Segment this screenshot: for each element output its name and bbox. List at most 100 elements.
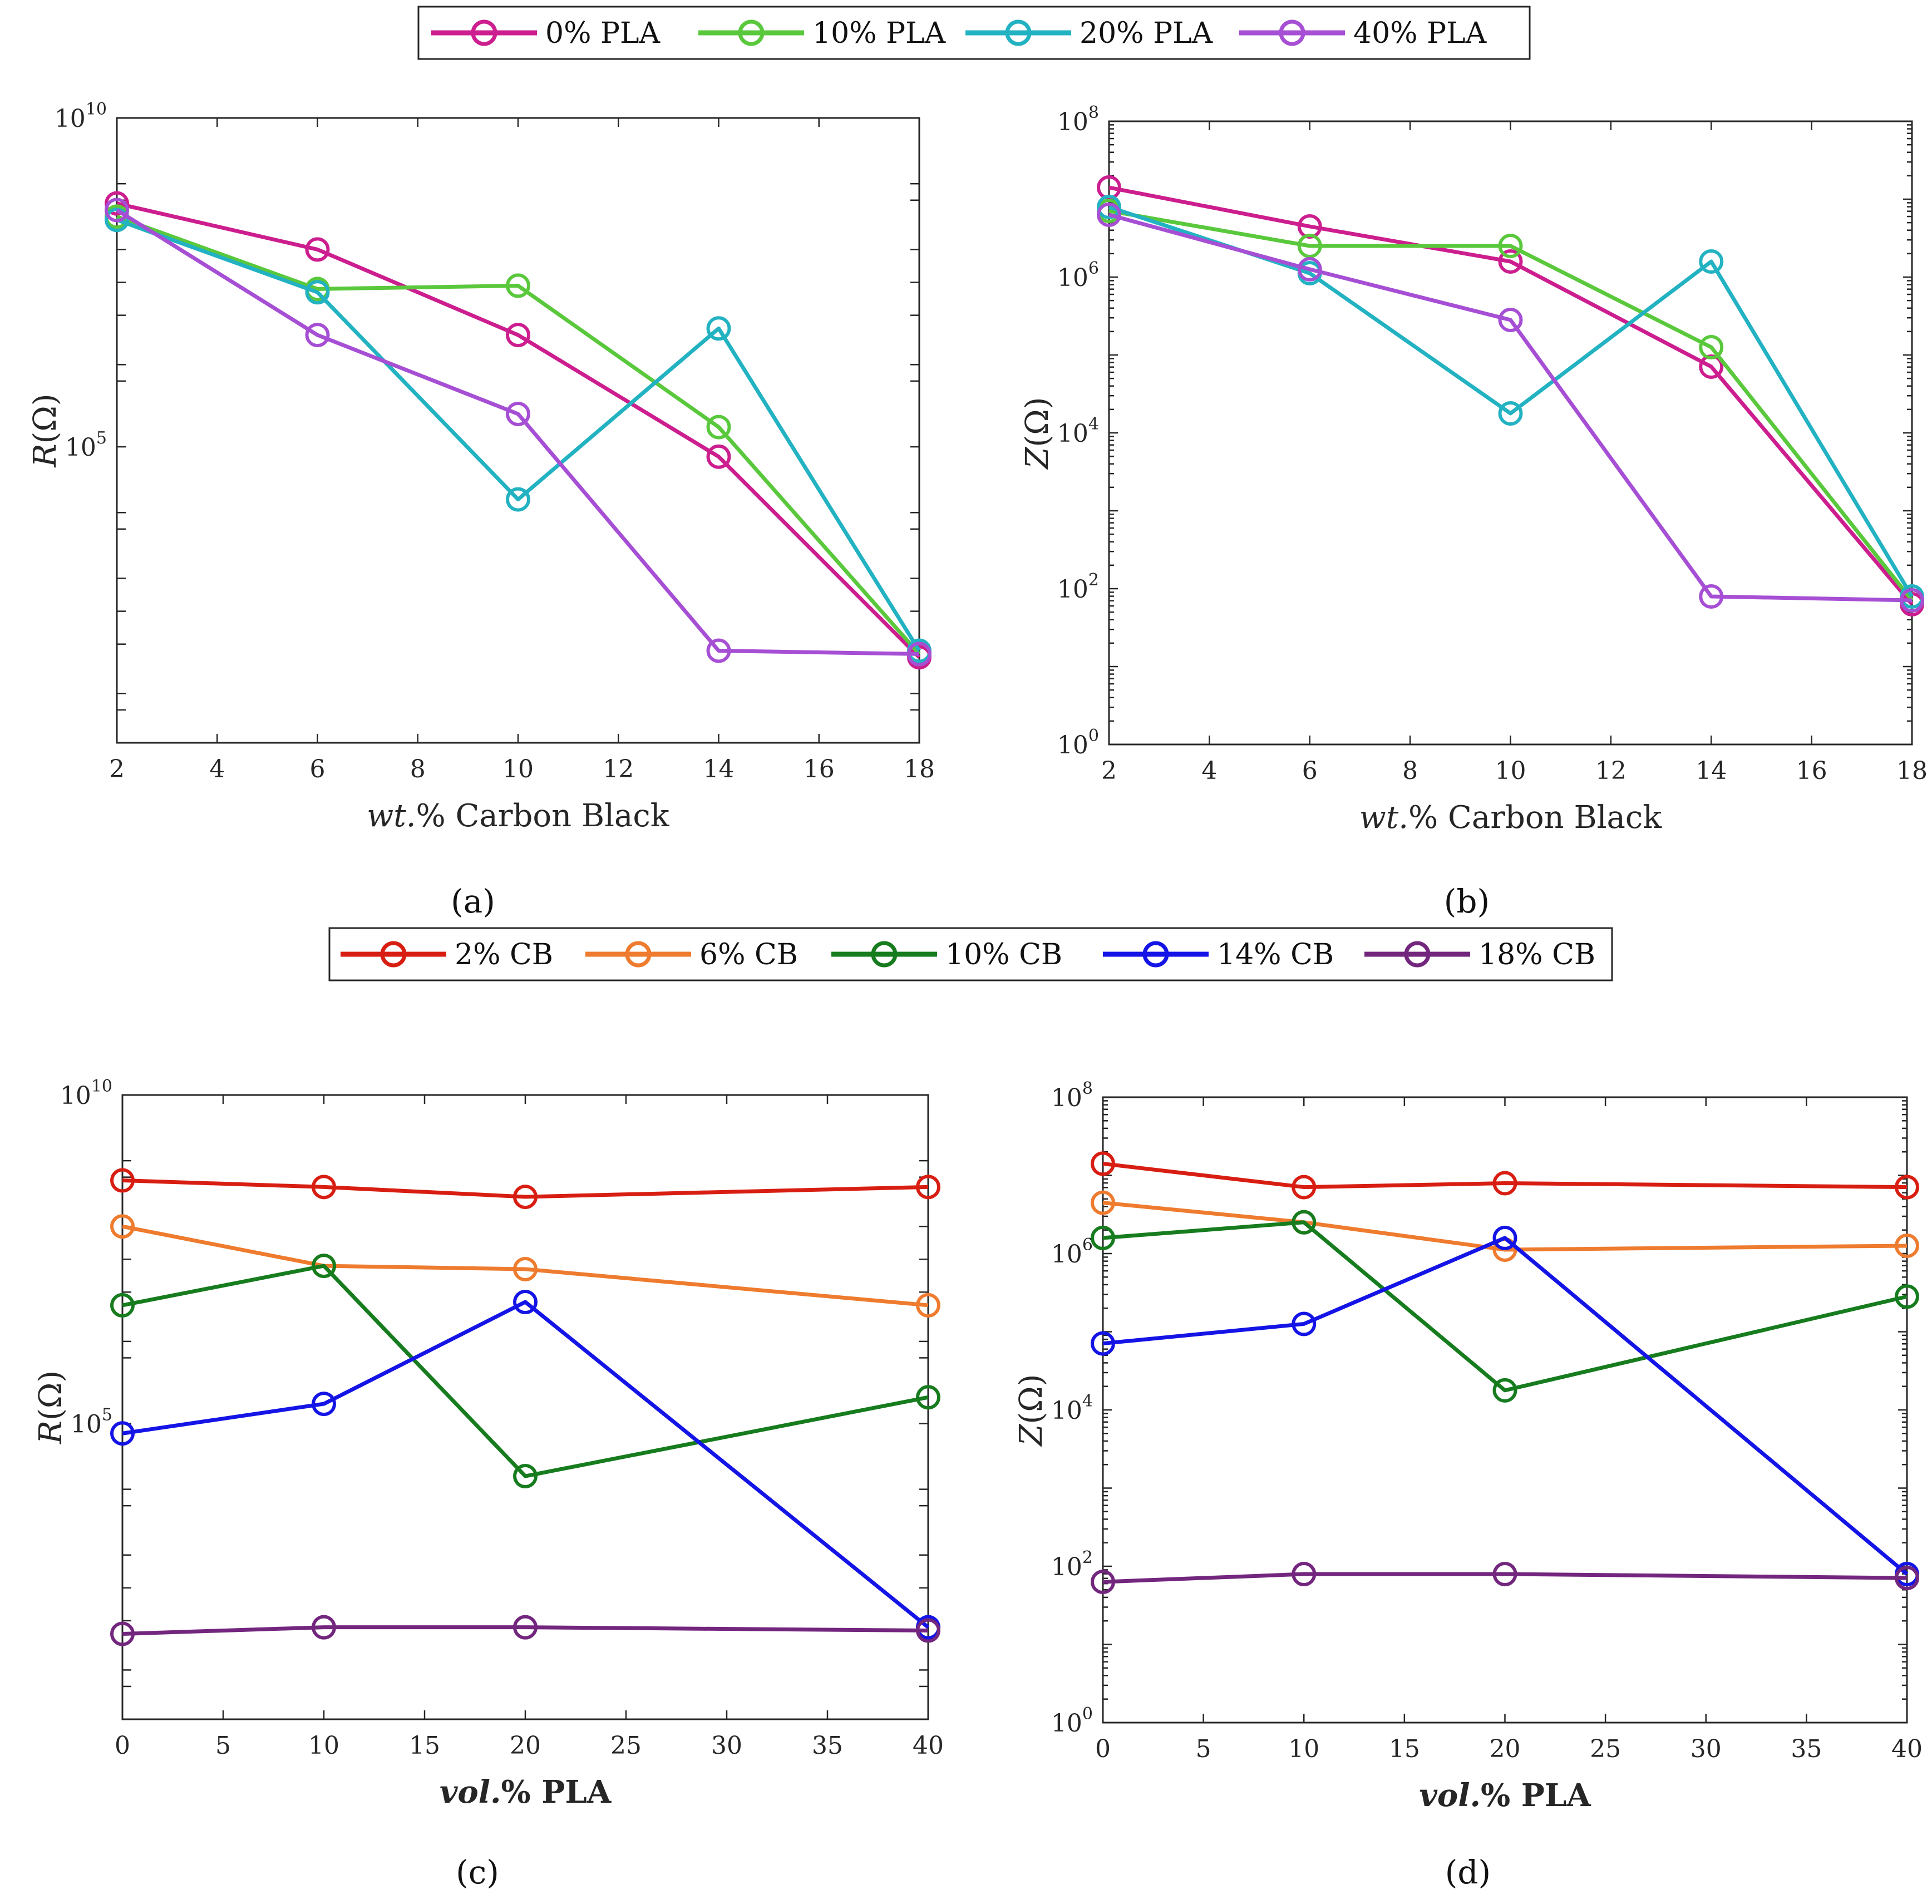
data-point [1292,1210,1317,1235]
data-point [1498,308,1523,332]
data-point [706,444,731,469]
legend-marker [738,19,765,46]
legend-label: 10% CB [945,938,1062,971]
series-line [116,218,921,652]
series-2-cb [1091,1151,1919,1200]
data-point [916,1293,940,1318]
x-tick-label: 35 [812,1732,843,1760]
x-tick-label: 14 [703,755,735,783]
data-point [1292,1311,1317,1336]
data-point [1492,1171,1517,1196]
data-point [1097,203,1121,227]
series-0-pla [105,191,931,670]
x-tick-label: 16 [1796,757,1827,785]
legend-item-bottom-2: 10% CB [831,938,1062,971]
data-point [110,1293,135,1318]
y-tick-label: 102 [1057,570,1099,604]
data-point [1895,1233,1919,1258]
data-point [513,1464,538,1489]
panel-label-c: (c) [456,1853,499,1891]
x-tick-label: 2 [1101,757,1117,785]
legend-item-top-1: 10% PLA [698,17,947,50]
y-tick-label: 108 [1057,103,1099,136]
legend-label: 0% PLA [545,17,661,50]
panel-b: 2 4 6 8 10 12 14 16 18 100 102 104 106 108 Z(Ω) wt.% Ca… [1019,103,1928,836]
y-tick-label: 104 [1051,1392,1093,1425]
data-point [1498,249,1523,274]
legend-top: 0% PLA 10% PLA 20% PLA 40% PLA [417,6,1531,60]
data-point [513,1290,538,1315]
panel-label-d: (d) [1445,1853,1491,1891]
y-tick-label: 100 [1051,1704,1093,1738]
series-line [116,215,921,655]
legend-item-bottom-4: 18% CB [1364,938,1595,971]
series-line [122,1178,929,1199]
x-tick-label: 30 [711,1732,742,1760]
y-tick-label: 105 [71,1405,112,1439]
data-point [1091,1331,1115,1356]
x-tick-label: 20 [510,1732,541,1760]
data-point [1492,1225,1517,1250]
x-tick-label: 18 [1896,757,1928,785]
data-point [513,1615,538,1640]
data-point [1895,1566,1919,1591]
legend-label: 18% CB [1478,938,1595,971]
data-point [506,323,530,348]
y-axis-label: R(Ω) [27,393,63,467]
data-point [1492,1378,1517,1403]
legend-item-bottom-3: 14% CB [1103,938,1334,971]
legend-marker [380,941,407,968]
data-point [312,1392,336,1417]
y-tick-label: 102 [1051,1548,1093,1581]
data-point [1091,1190,1115,1215]
x-tick-label: 10 [1288,1735,1319,1763]
series-40-pla [105,198,931,667]
series-line [122,1625,929,1636]
data-point [110,1621,135,1646]
data-point [312,1175,336,1200]
legend-label: 6% CB [699,938,798,971]
panel-label-b: (b) [1444,882,1490,920]
y-tick-label: 104 [1057,415,1099,448]
x-tick-label: 6 [1302,757,1318,785]
data-point [105,208,129,233]
series-line [1102,1220,1908,1393]
series-10-cb [1091,1210,1919,1403]
x-tick-label: 10 [1495,757,1526,785]
axes-frame [116,117,920,744]
data-point [1091,1570,1115,1595]
data-point [916,1385,940,1410]
y-tick-label: 105 [65,428,107,462]
x-tick-label: 8 [410,755,426,783]
y-tick-label: 1010 [55,100,107,133]
data-point [105,198,129,223]
data-point [1498,401,1523,426]
data-point [506,401,530,426]
data-point [1297,257,1322,282]
data-point [916,1175,940,1200]
x-tick-label: 15 [409,1732,440,1760]
y-tick-label: 108 [1051,1079,1093,1112]
series-14-cb [1091,1225,1919,1587]
data-point [706,316,731,341]
legend-item-top-2: 20% PLA [965,17,1214,50]
panel-d: 0 5 10 15 20 25 30 35 40 100 102 104 106 108 Z(Ω) vol.%… [1013,1079,1923,1814]
x-tick-label: 40 [913,1732,944,1760]
y-tick-label: 1010 [60,1077,112,1110]
data-point [706,638,731,663]
legend-item-bottom-1: 6% CB [585,938,798,971]
x-tick-label: 0 [115,1732,130,1760]
y-tick-label: 100 [1057,726,1099,759]
legend-marker [625,941,652,968]
series-line [122,1224,929,1308]
legend-item-bottom-0: 2% CB [341,938,553,971]
data-point [513,1185,538,1210]
x-axis-label: wt.% Carbon Black [1359,800,1663,836]
data-point [305,237,330,262]
x-tick-label: 14 [1696,757,1727,785]
series-10-cb [110,1254,940,1489]
data-point [1498,234,1523,258]
data-point [1699,584,1724,609]
data-point [1097,195,1121,219]
